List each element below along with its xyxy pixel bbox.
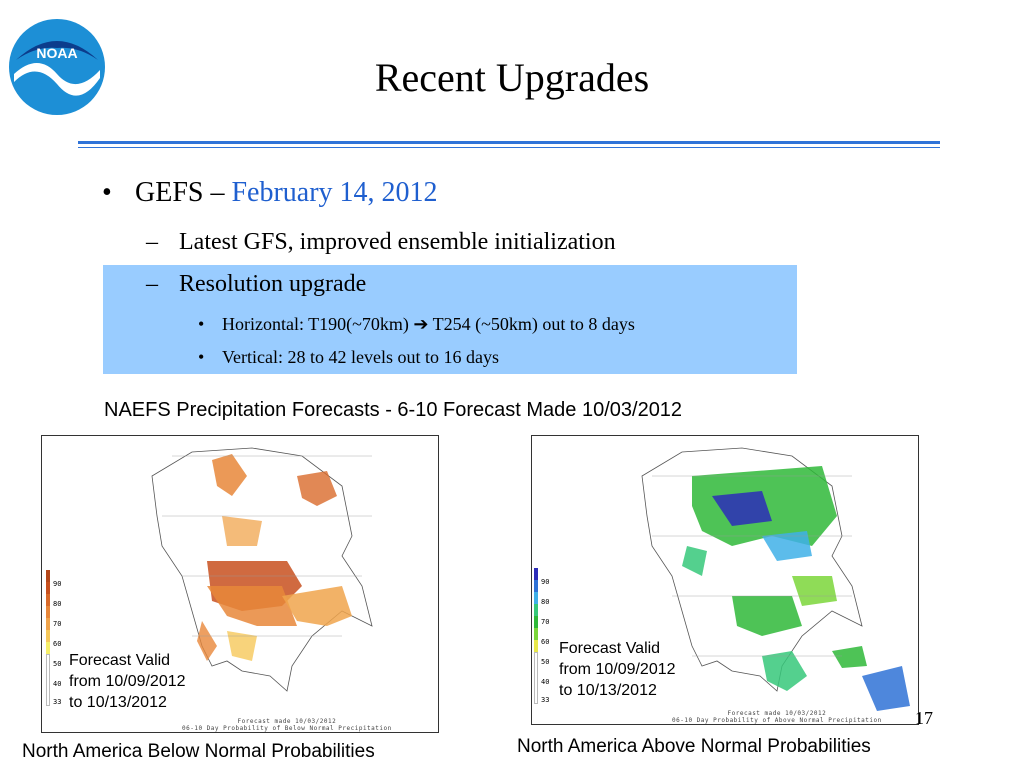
caption-below-normal: North America Below Normal Probabilities xyxy=(22,741,375,762)
legend-bar xyxy=(534,652,538,704)
legend-bar xyxy=(534,592,538,604)
forecast-valid-line: from 10/09/2012 xyxy=(559,661,676,678)
map-footer: Forecast made 10/03/2012 06-10 Day Proba… xyxy=(182,718,392,732)
title-rule-thick xyxy=(78,141,940,144)
detail-text: Vertical: 28 to 42 levels out to 16 days xyxy=(222,347,499,367)
legend-bar xyxy=(46,570,50,582)
page-number: 17 xyxy=(915,708,933,728)
legend-bar xyxy=(534,640,538,652)
legend-label: 60 xyxy=(53,640,62,648)
map-footer: Forecast made 10/03/2012 06-10 Day Proba… xyxy=(672,710,882,724)
legend-label: 40 xyxy=(53,680,62,688)
noaa-logo: NOAA xyxy=(9,19,105,115)
legend-bar xyxy=(46,642,50,654)
detail-marker: • xyxy=(198,347,205,367)
legend-bar xyxy=(534,616,538,628)
footer-line: Forecast made 10/03/2012 xyxy=(727,710,827,717)
legend-above: 90 80 70 60 50 40 33 xyxy=(534,568,558,708)
page-title: Recent Upgrades xyxy=(374,55,650,100)
resolution-highlight-box xyxy=(103,265,797,374)
detail-text: Horizontal: T190(~70km) ➔ T254 (~50km) o… xyxy=(222,314,635,334)
legend-bar xyxy=(46,618,50,630)
legend-label: 70 xyxy=(541,618,550,626)
legend-bar xyxy=(46,654,50,706)
footer-line: Forecast made 10/03/2012 xyxy=(237,718,337,725)
caption-above-normal: North America Above Normal Probabilities xyxy=(517,736,871,757)
forecast-valid-line: from 10/09/2012 xyxy=(69,673,186,690)
footer-line: 06-10 Day Probability of Below Normal Pr… xyxy=(182,725,392,732)
footer-line: 06-10 Day Probability of Above Normal Pr… xyxy=(672,717,882,724)
forecast-valid-line: to 10/13/2012 xyxy=(559,682,657,699)
legend-label: 40 xyxy=(541,678,550,686)
legend-label: 90 xyxy=(53,580,62,588)
legend-label: 50 xyxy=(53,660,62,668)
legend-label: 80 xyxy=(53,600,62,608)
bullet-label: GEFS – xyxy=(135,177,232,208)
legend-bar xyxy=(534,604,538,616)
map-below-normal: 90 80 70 60 50 40 33 Forecast made 10/03… xyxy=(41,435,439,733)
legend-bar xyxy=(46,594,50,606)
bullet-marker: • xyxy=(102,177,112,208)
legend-below: 90 80 70 60 50 40 33 xyxy=(46,570,70,710)
subitem-marker: – xyxy=(146,271,158,297)
map-below-normal-image xyxy=(151,447,373,692)
forecast-valid-line: to 10/13/2012 xyxy=(69,694,167,711)
legend-label: 50 xyxy=(541,658,550,666)
legend-bar xyxy=(46,582,50,594)
title-rule-thin xyxy=(78,147,940,148)
forecast-valid-left: Forecast Valid from 10/09/2012 to 10/13/… xyxy=(69,650,186,713)
legend-bar xyxy=(534,628,538,640)
forecast-valid-line: Forecast Valid xyxy=(69,652,171,669)
detail-marker: • xyxy=(198,314,205,334)
subitem-text: Resolution upgrade xyxy=(179,271,367,297)
legend-bar xyxy=(46,606,50,618)
legend-label: 80 xyxy=(541,598,550,606)
subitem-marker: – xyxy=(146,229,158,255)
figure-title: NAEFS Precipitation Forecasts - 6-10 For… xyxy=(104,399,683,421)
legend-label: 70 xyxy=(53,620,62,628)
logo-text: NOAA xyxy=(36,45,77,61)
legend-label: 90 xyxy=(541,578,550,586)
map-above-normal-image xyxy=(641,447,910,711)
legend-label: 33 xyxy=(541,696,550,704)
bullet-date: February 14, 2012 xyxy=(231,177,438,208)
subitem-text: Latest GFS, improved ensemble initializa… xyxy=(179,229,616,255)
legend-bar xyxy=(534,580,538,592)
legend-label: 33 xyxy=(53,698,62,706)
legend-bar xyxy=(534,568,538,580)
legend-label: 60 xyxy=(541,638,550,646)
legend-bar xyxy=(46,630,50,642)
bullet-text: GEFS – February 14, 2012 xyxy=(135,174,438,212)
forecast-valid-line: Forecast Valid xyxy=(559,640,661,657)
forecast-valid-right: Forecast Valid from 10/09/2012 to 10/13/… xyxy=(559,638,676,701)
